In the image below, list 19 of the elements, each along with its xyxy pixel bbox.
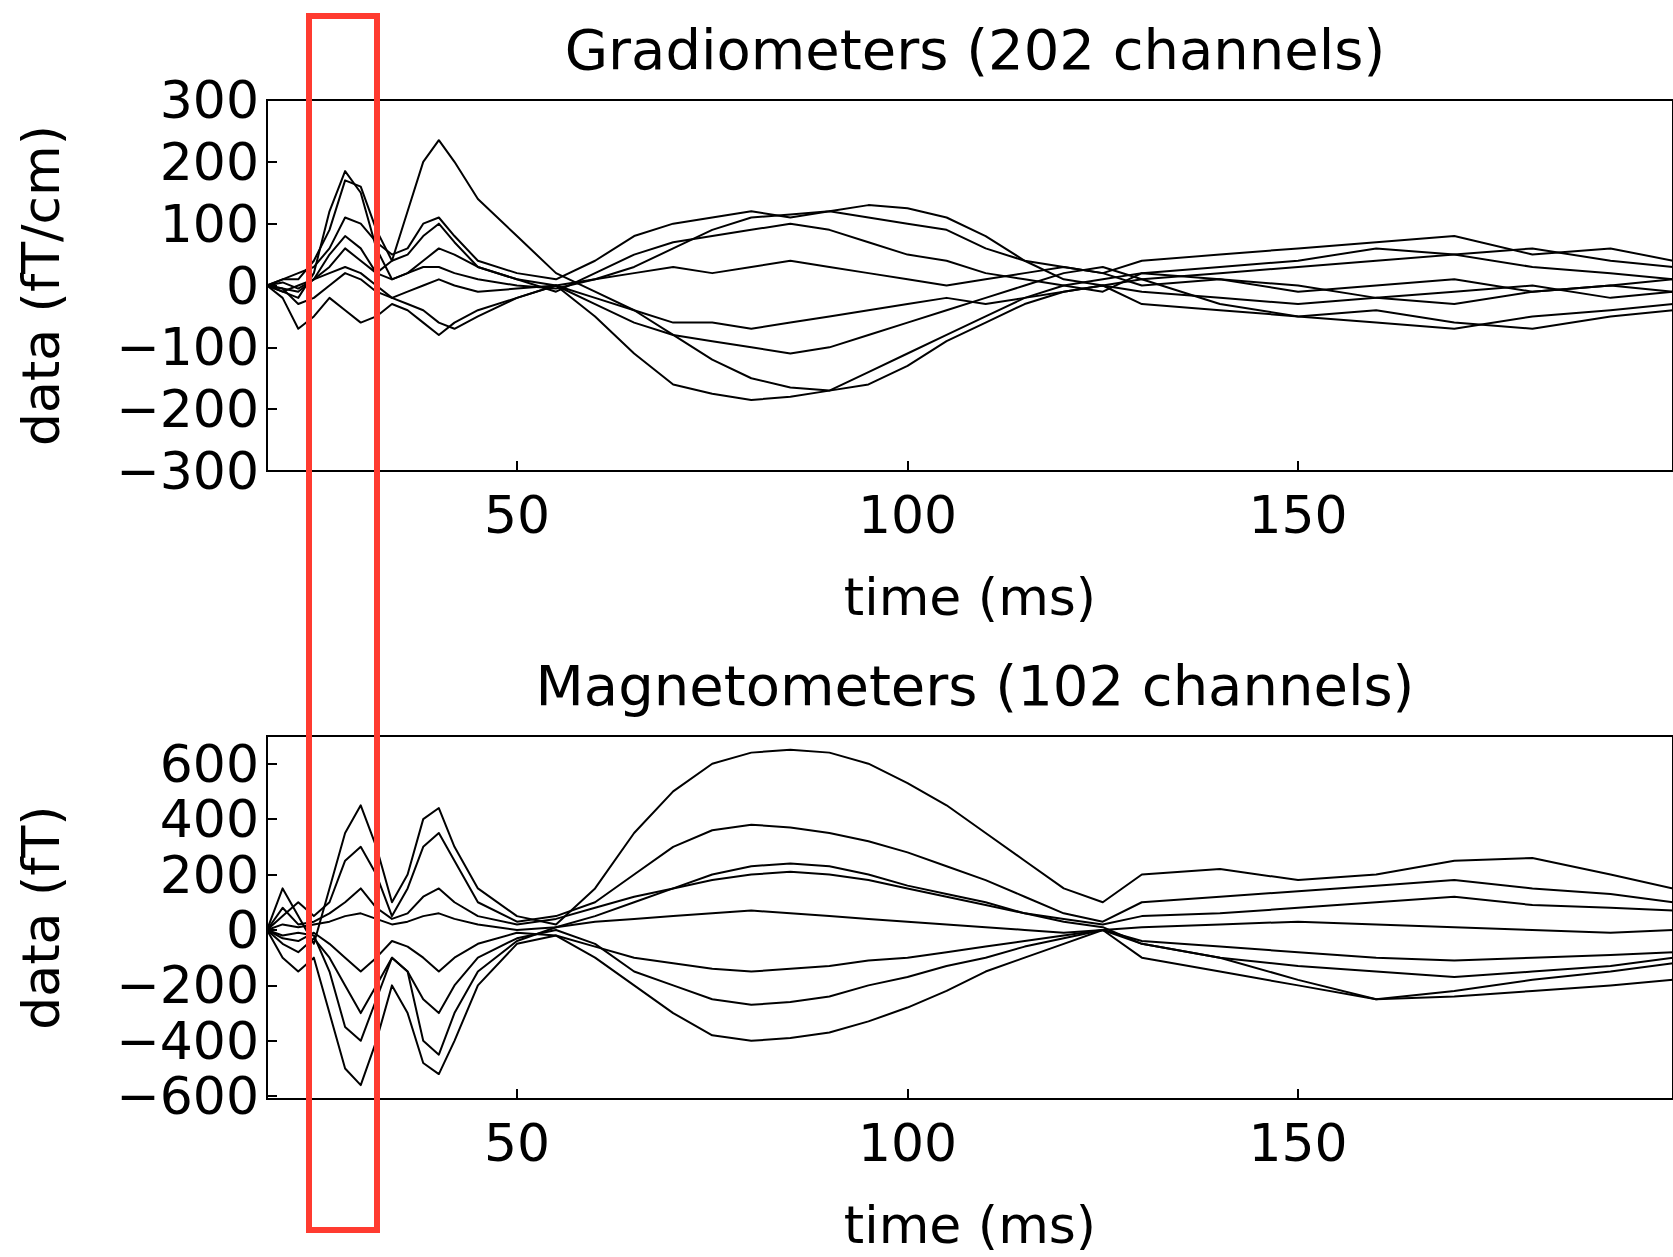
chart-title: Gradiometers (202 channels) xyxy=(564,16,1386,82)
x-tick-label: 50 xyxy=(483,485,551,545)
y-tick-label: 0 xyxy=(225,255,259,316)
y-tick-label: −100 xyxy=(116,317,259,378)
y-tick-label: 200 xyxy=(159,131,259,192)
x-axis-title: time (ms) xyxy=(843,1195,1097,1255)
y-tick-label: −300 xyxy=(116,441,259,501)
x-tick-label: 150 xyxy=(1248,485,1348,545)
y-tick-label: −200 xyxy=(116,379,259,440)
chart-title: Magnetometers (102 channels) xyxy=(535,652,1415,718)
x-tick-label: 150 xyxy=(1248,1113,1348,1173)
x-tick-label: 50 xyxy=(483,1113,551,1173)
y-tick-label: 100 xyxy=(159,193,259,254)
y-axis-title: data (fT) xyxy=(11,805,71,1030)
x-axis-title: time (ms) xyxy=(843,567,1097,627)
y-tick-label: 300 xyxy=(159,70,259,130)
x-tick-label: 100 xyxy=(857,1113,958,1173)
x-tick-label: 100 xyxy=(857,485,958,545)
y-axis-title: data (fT/cm) xyxy=(11,124,71,447)
